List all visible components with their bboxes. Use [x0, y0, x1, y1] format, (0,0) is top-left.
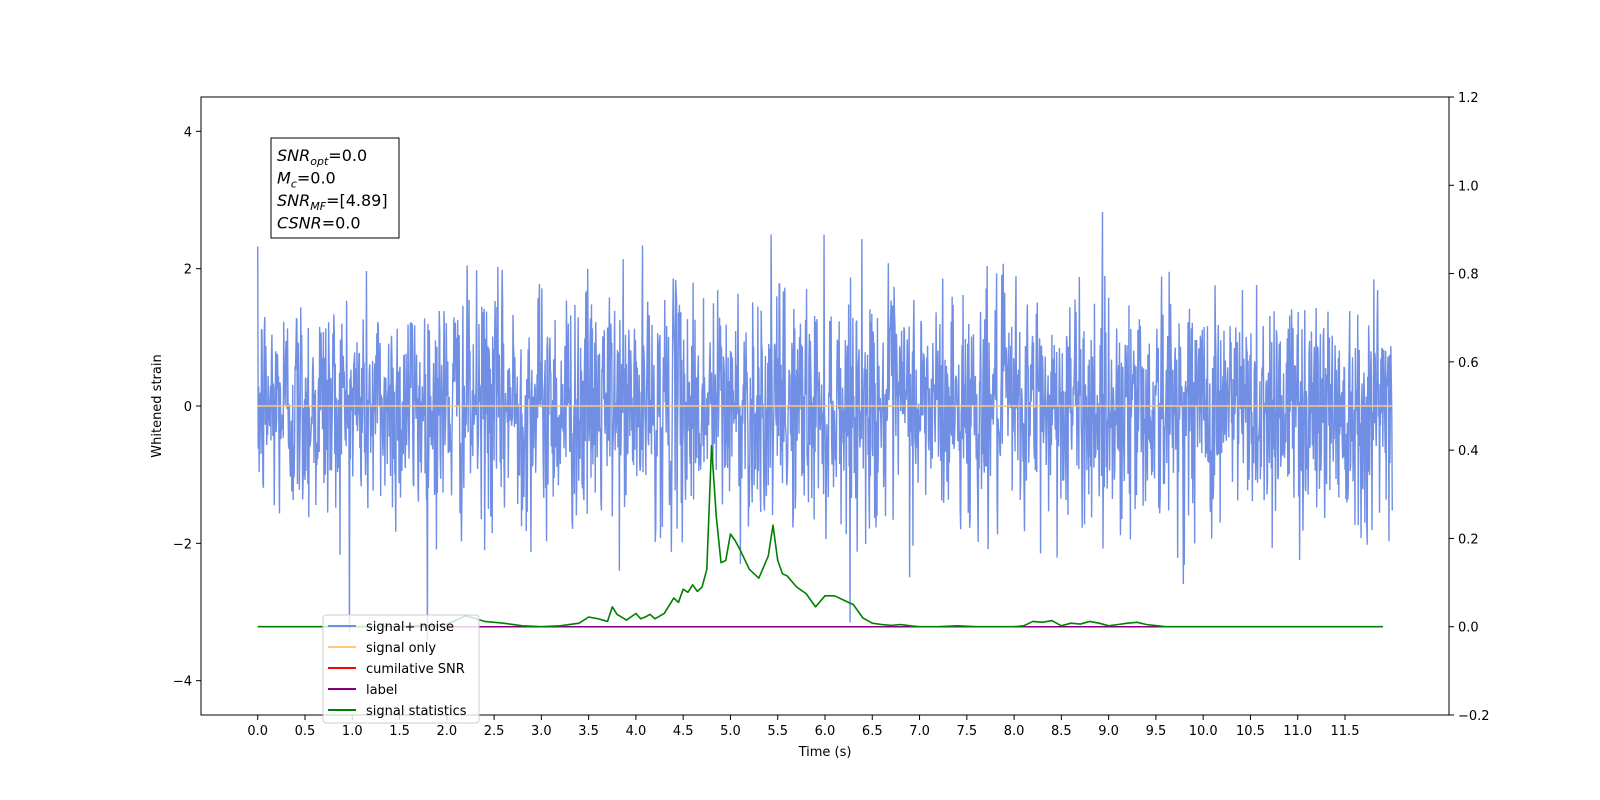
x-tick-label: 8.0 — [1004, 724, 1025, 739]
legend: signal+ noise signal only cumilative SNR la… — [322, 614, 480, 724]
annotation-value: =0.0 — [297, 169, 336, 188]
legend-label: signal+ noise — [366, 620, 454, 635]
annotation-symbol: CSNR — [277, 214, 322, 233]
annotation-frame — [270, 137, 400, 239]
annotation-symbol: M — [277, 169, 291, 188]
y-tick-label: −2 — [173, 537, 192, 552]
annotation-line: CSNR=0.0 — [277, 214, 361, 233]
x-tick-label: 7.0 — [909, 724, 930, 739]
annotation-value: =0.0 — [328, 146, 367, 165]
x-tick-label: 1.5 — [389, 724, 410, 739]
y2-tick-label: 0.8 — [1458, 268, 1479, 283]
x-tick-label: 11.5 — [1331, 724, 1360, 739]
y-tick-label: 0 — [184, 400, 192, 415]
x-tick-label: 10.0 — [1189, 724, 1218, 739]
legend-label: signal only — [366, 641, 436, 656]
x-tick-label: 9.0 — [1098, 724, 1119, 739]
x-tick-label: 11.0 — [1283, 724, 1312, 739]
legend-label: signal statistics — [366, 704, 467, 719]
x-tick-label: 4.0 — [626, 724, 647, 739]
signal-noise-series — [257, 212, 1393, 641]
y2-tick-label: 1.2 — [1458, 91, 1479, 106]
annotation-subscript: c — [291, 178, 297, 191]
x-axis: 0.0 0.5 1.0 1.5 2.0 2.5 3.0 3.5 4.0 4.5 5.0 5.5 6.0 6… — [247, 715, 1359, 739]
annotation-value: =[4.89] — [326, 191, 388, 210]
x-tick-label: 9.5 — [1146, 724, 1167, 739]
x-tick-label: 3.0 — [531, 724, 552, 739]
annotation-symbol: SNR — [277, 191, 310, 210]
annotation-subscript: MF — [310, 200, 326, 213]
x-tick-label: 5.0 — [720, 724, 741, 739]
x-tick-label: 10.5 — [1236, 724, 1265, 739]
legend-label: label — [366, 683, 397, 698]
x-tick-label: 5.5 — [767, 724, 788, 739]
y2-tick-label: −0.2 — [1458, 709, 1490, 724]
x-tick-label: 1.0 — [342, 724, 363, 739]
y2-tick-label: 0.0 — [1458, 621, 1479, 636]
x-tick-label: 2.5 — [484, 724, 505, 739]
y-axis-right: −0.2 0.0 0.2 0.4 0.6 0.8 1.0 1.2 — [1449, 91, 1490, 724]
annotation-value: =0.0 — [322, 214, 361, 233]
x-tick-label: 0.0 — [247, 724, 268, 739]
y-axis-label: Whitened strain — [150, 354, 165, 457]
x-tick-label: 2.0 — [436, 724, 457, 739]
x-tick-label: 6.0 — [815, 724, 836, 739]
y-tick-label: 2 — [184, 263, 192, 278]
y-tick-label: 4 — [184, 125, 192, 140]
legend-label: cumilative SNR — [366, 662, 465, 677]
annotation-symbol: SNR — [277, 146, 310, 165]
y2-tick-label: 0.4 — [1458, 444, 1479, 459]
y2-tick-label: 0.6 — [1458, 356, 1479, 371]
signal-statistics-line — [257, 444, 1383, 628]
x-tick-label: 6.5 — [862, 724, 883, 739]
y2-tick-label: 1.0 — [1458, 179, 1479, 194]
x-tick-label: 8.5 — [1051, 724, 1072, 739]
x-tick-label: 3.5 — [578, 724, 599, 739]
annotation-subscript: opt — [310, 155, 329, 168]
y2-tick-label: 0.2 — [1458, 532, 1479, 547]
y-axis-left: −4 −2 0 2 4 — [173, 125, 201, 690]
x-tick-label: 4.5 — [673, 724, 694, 739]
signal-noise-line — [257, 212, 1393, 641]
annotation-line: SNRopt=0.0 — [277, 146, 367, 168]
legend-frame — [322, 614, 480, 724]
x-tick-label: 7.5 — [956, 724, 977, 739]
y-tick-label: −4 — [173, 675, 192, 690]
annotation-line: SNRMF=[4.89] — [277, 191, 388, 213]
annotation-line: Mc=0.0 — [277, 169, 336, 191]
x-tick-label: 0.5 — [295, 724, 316, 739]
x-axis-label: Time (s) — [798, 745, 852, 760]
